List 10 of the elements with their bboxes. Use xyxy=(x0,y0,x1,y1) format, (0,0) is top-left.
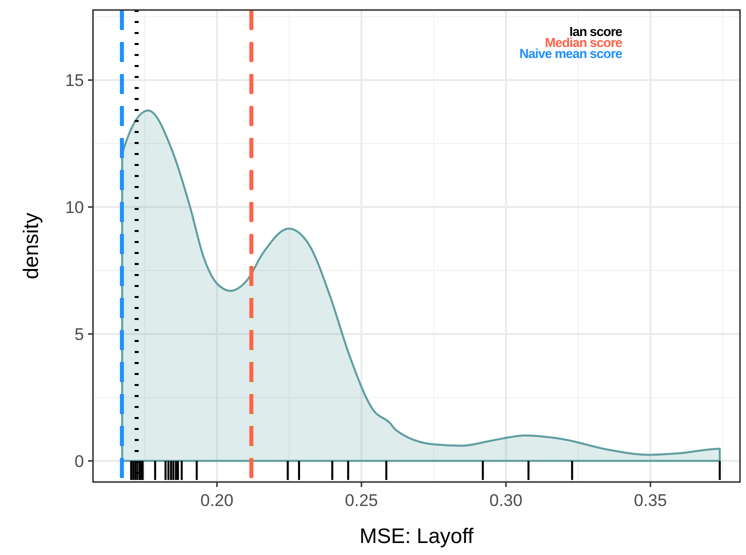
y-axis-title: density xyxy=(20,212,43,280)
y-tick-label: 10 xyxy=(65,198,84,218)
x-tick-label: 0.30 xyxy=(489,491,522,510)
y-tick-label: 15 xyxy=(65,71,84,90)
x-axis-title: MSE: Layoff xyxy=(359,525,474,548)
x-tick-label: 0.20 xyxy=(200,491,234,510)
x-tick-label: 0.25 xyxy=(344,491,378,510)
y-tick-label: 0 xyxy=(74,452,84,471)
y-tick-label: 5 xyxy=(74,324,84,344)
x-tick-label: 0.35 xyxy=(634,491,667,510)
